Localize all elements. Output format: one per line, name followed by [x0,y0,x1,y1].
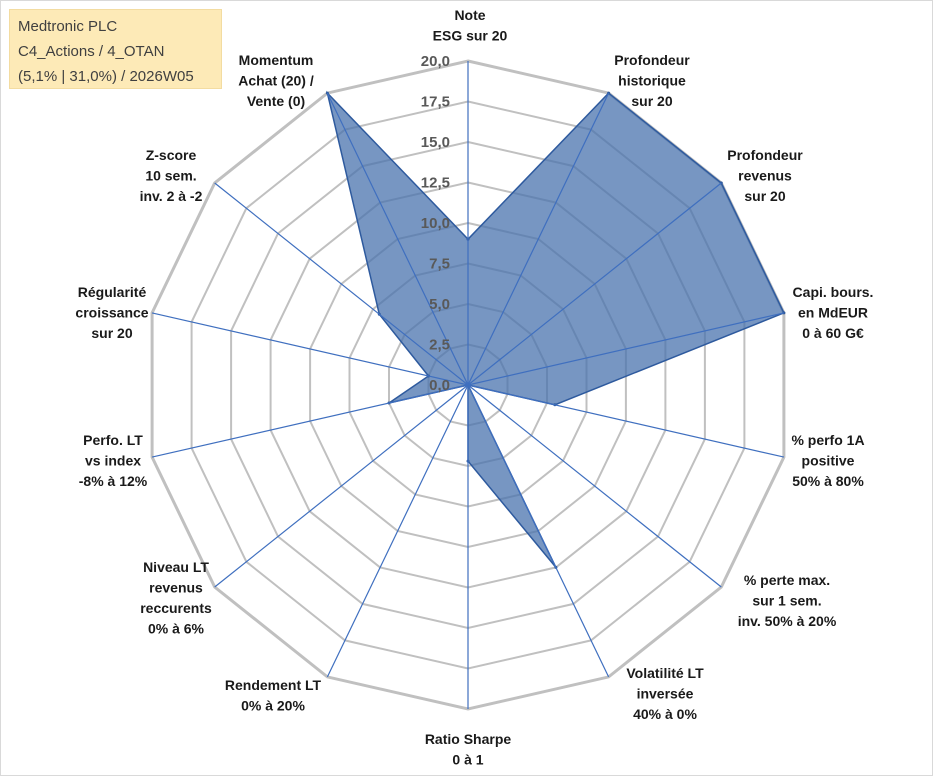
axis-labels: Note ESG sur 20 Profondeur historique sur 20… [75,7,873,768]
axis-label-1: Profondeur historique sur 20 [614,52,690,109]
axis-label-10-line-1: vs index [85,453,141,469]
axis-label-7-line-0: Ratio Sharpe [425,731,512,747]
axis-label-8-line-0: Rendement LT [225,677,322,693]
axis-label-9: Niveau LT revenus reccurents 0% à 6% [140,559,212,637]
tick-label-8: 20,0 [421,53,450,70]
title-line-stats: (5,1% | 31,0%) / 2026W05 [18,68,194,85]
title-line-category: C4_Actions / 4_OTAN [18,43,165,60]
axis-label-12-line-1: 10 sem. [145,168,196,184]
axis-label-12-line-0: Z-score [146,147,197,163]
axis-label-7: Ratio Sharpe 0 à 1 [425,731,512,768]
axis-label-5: % perte max. sur 1 sem. inv. 50% à 20% [738,572,837,629]
axis-label-4-line-1: positive [802,453,855,469]
axis-label-6-line-0: Volatilité LT [626,665,704,681]
axis-label-6-line-1: inversée [637,686,694,702]
axis-spoke-6 [467,384,610,678]
axis-spoke-12 [214,182,469,386]
axis-label-11: Régularité croissance sur 20 [75,284,148,341]
axis-spoke-1 [467,92,610,386]
axis-label-13-line-0: Momentum [239,52,314,68]
axis-label-2-line-1: revenus [738,168,792,184]
series-area-0 [326,90,785,568]
axis-label-9-line-0: Niveau LT [143,559,209,575]
axis-label-9-line-2: reccurents [140,600,212,616]
axis-label-1-line-2: sur 20 [631,93,672,109]
tick-label-1: 2,5 [429,337,450,354]
axis-spoke-5 [467,384,722,588]
axis-label-13-line-2: Vente (0) [247,93,305,109]
axis-label-5-line-2: inv. 50% à 20% [738,613,837,629]
axis-label-12: Z-score 10 sem. inv. 2 à -2 [140,147,203,204]
axis-label-13-line-1: Achat (20) / [238,73,314,89]
axis-label-4-line-0: % perfo 1A [791,432,864,448]
tick-label-0: 0,0 [429,377,450,394]
tick-label-2: 5,0 [429,296,450,313]
axis-label-0-line-0: Note [454,7,485,23]
axis-label-0: Note ESG sur 20 [433,7,508,44]
axis-label-5-line-1: sur 1 sem. [752,593,821,609]
axis-label-4-line-2: 50% à 80% [792,473,864,489]
axis-spoke-3 [467,312,785,386]
axis-label-3-line-2: 0 à 60 G€ [802,325,864,341]
axis-spokes [151,61,785,709]
axis-label-1-line-0: Profondeur [614,52,690,68]
axis-label-10-line-0: Perfo. LT [83,432,143,448]
axis-spoke-2 [467,182,722,386]
axis-label-7-line-1: 0 à 1 [452,752,483,768]
axis-label-2-line-2: sur 20 [744,188,785,204]
axis-label-3: Capi. bours. en MdEUR 0 à 60 G€ [793,284,874,341]
axis-label-9-line-3: 0% à 6% [148,621,205,637]
series-layer [325,90,786,569]
tick-label-6: 15,0 [421,134,450,151]
title-line-company: Medtronic PLC [18,18,118,35]
axis-label-6-line-2: 40% à 0% [633,706,697,722]
axis-label-3-line-0: Capi. bours. [793,284,874,300]
tick-label-7: 17,5 [421,94,450,111]
axis-label-11-line-1: croissance [75,305,148,321]
axis-spoke-8 [326,384,469,678]
axis-label-10: Perfo. LT vs index -8% à 12% [79,432,148,489]
axis-spoke-10 [151,384,469,458]
axis-spoke-11 [151,312,469,386]
radial-tick-labels: 0,0 2,5 5,0 7,5 10,0 12,5 15,0 17,5 20,0 [421,53,450,394]
axis-label-3-line-1: en MdEUR [798,305,868,321]
axis-label-11-line-0: Régularité [78,284,147,300]
tick-label-5: 12,5 [421,175,450,192]
tick-label-4: 10,0 [421,215,450,232]
axis-label-4: % perfo 1A positive 50% à 80% [791,432,864,489]
axis-label-8: Rendement LT 0% à 20% [225,677,322,714]
axis-spoke-13 [326,92,469,386]
tick-label-3: 7,5 [429,256,450,273]
axis-label-0-line-1: ESG sur 20 [433,28,508,44]
axis-label-8-line-1: 0% à 20% [241,698,305,714]
axis-label-5-line-0: % perte max. [744,572,830,588]
axis-label-13: Momentum Achat (20) / Vente (0) [238,52,314,109]
axis-label-10-line-2: -8% à 12% [79,473,148,489]
chart-title-box: Medtronic PLC C4_Actions / 4_OTAN (5,1% … [9,9,222,89]
axis-label-2-line-0: Profondeur [727,147,803,163]
axis-spoke-4 [467,384,785,458]
axis-label-2: Profondeur revenus sur 20 [727,147,803,204]
axis-label-9-line-1: revenus [149,580,203,596]
axis-label-1-line-1: historique [618,73,686,89]
axis-label-11-line-2: sur 20 [91,325,132,341]
axis-spoke-9 [214,384,469,588]
axis-label-6: Volatilité LT inversée 40% à 0% [626,665,704,722]
axis-label-12-line-2: inv. 2 à -2 [140,188,203,204]
